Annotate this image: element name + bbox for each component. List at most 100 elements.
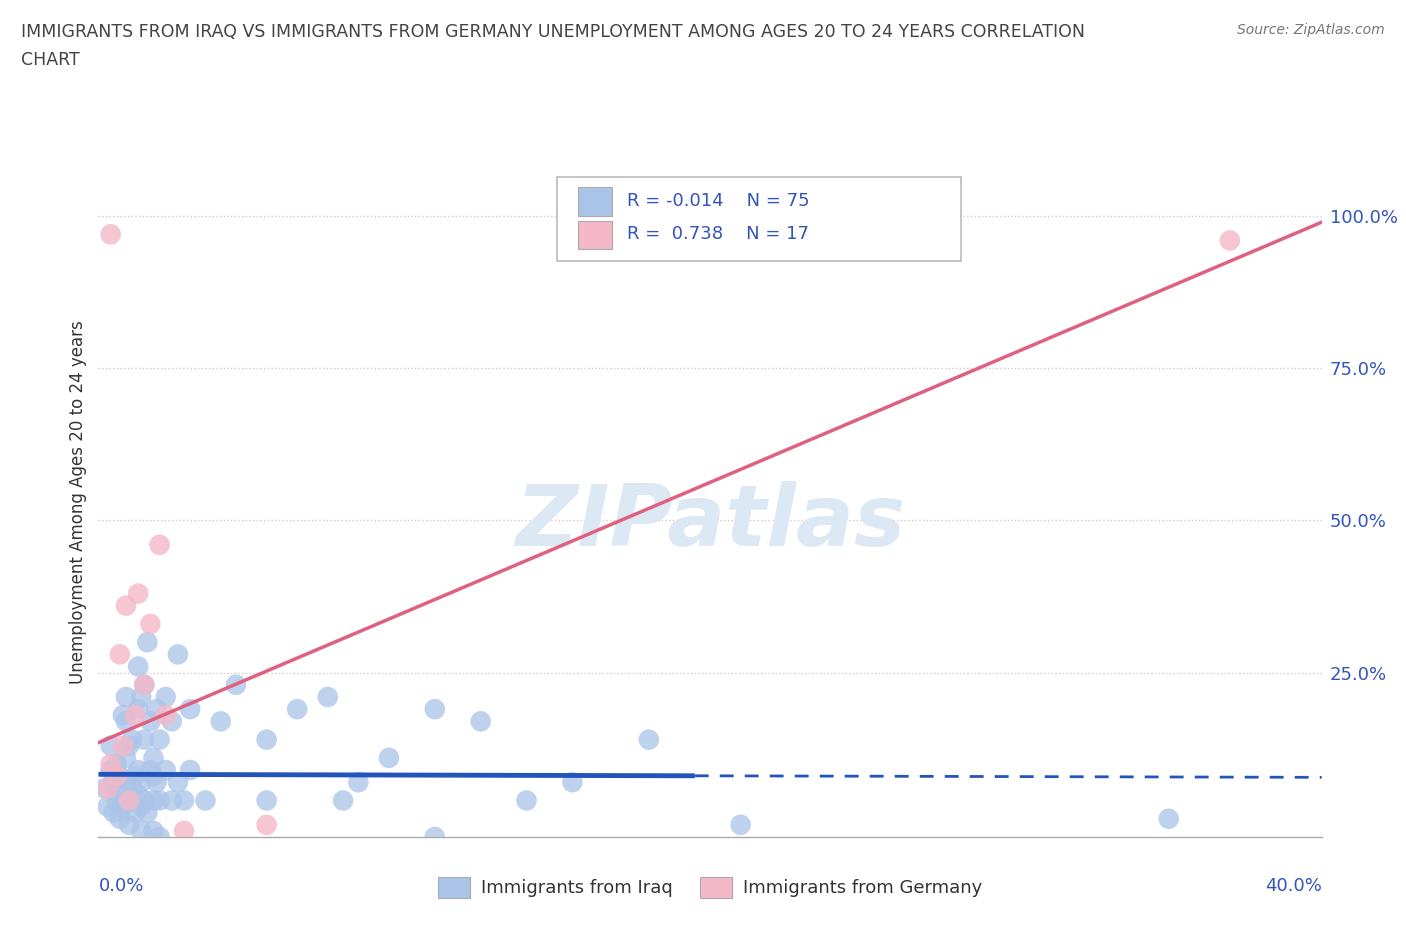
Point: [142, 751, 165, 765]
Point: [561, 775, 583, 790]
Point: [1219, 233, 1241, 248]
Point: [115, 598, 138, 613]
Point: [129, 823, 152, 838]
Point: [127, 763, 149, 777]
Point: [97, 799, 120, 814]
Point: [423, 830, 446, 844]
FancyBboxPatch shape: [578, 221, 612, 249]
Point: [225, 677, 247, 692]
Point: [378, 751, 401, 765]
Point: [118, 817, 141, 832]
Point: [136, 635, 159, 650]
Point: [127, 586, 149, 601]
Point: [124, 805, 146, 820]
FancyBboxPatch shape: [557, 178, 960, 261]
Point: [160, 793, 183, 808]
Point: [167, 775, 190, 790]
Point: [105, 793, 128, 808]
Point: [1157, 811, 1180, 826]
Point: [100, 763, 122, 777]
Point: [730, 817, 752, 832]
Point: [127, 702, 149, 717]
Point: [209, 714, 232, 729]
Point: [256, 732, 278, 747]
Point: [134, 732, 156, 747]
Point: [124, 769, 146, 784]
Point: [285, 702, 308, 717]
Legend: Immigrants from Iraq, Immigrants from Germany: Immigrants from Iraq, Immigrants from Ge…: [430, 870, 990, 905]
Point: [108, 769, 131, 784]
Point: [142, 793, 165, 808]
Point: [160, 714, 183, 729]
Point: [179, 702, 201, 717]
Point: [145, 775, 167, 790]
Point: [97, 781, 120, 796]
Point: [111, 708, 134, 723]
Point: [121, 732, 143, 747]
Point: [105, 769, 128, 784]
Point: [256, 817, 278, 832]
Point: [155, 708, 177, 723]
Point: [139, 763, 162, 777]
Text: IMMIGRANTS FROM IRAQ VS IMMIGRANTS FROM GERMANY UNEMPLOYMENT AMONG AGES 20 TO 24: IMMIGRANTS FROM IRAQ VS IMMIGRANTS FROM …: [21, 23, 1085, 41]
Point: [149, 732, 172, 747]
Point: [139, 617, 162, 631]
Point: [179, 763, 201, 777]
Point: [423, 702, 446, 717]
Point: [134, 793, 156, 808]
Point: [173, 823, 195, 838]
Point: [256, 793, 278, 808]
Point: [111, 799, 134, 814]
Text: R =  0.738    N = 17: R = 0.738 N = 17: [627, 225, 808, 244]
Point: [115, 714, 138, 729]
Point: [316, 689, 339, 704]
Point: [118, 793, 141, 808]
Text: ZIPatlas: ZIPatlas: [515, 481, 905, 564]
Point: [108, 787, 131, 802]
Point: [100, 738, 122, 753]
Point: [118, 775, 141, 790]
Point: [127, 787, 149, 802]
Point: [136, 805, 159, 820]
Point: [129, 799, 152, 814]
Point: [129, 775, 152, 790]
Point: [93, 781, 115, 796]
Point: [347, 775, 370, 790]
Point: [118, 793, 141, 808]
Point: [134, 677, 156, 692]
Point: [115, 689, 138, 704]
Point: [129, 689, 152, 704]
Point: [108, 647, 131, 662]
Point: [108, 811, 131, 826]
Text: CHART: CHART: [21, 51, 80, 69]
Text: Source: ZipAtlas.com: Source: ZipAtlas.com: [1237, 23, 1385, 37]
Text: R = -0.014    N = 75: R = -0.014 N = 75: [627, 192, 810, 210]
Point: [100, 756, 122, 771]
Text: 40.0%: 40.0%: [1265, 877, 1322, 896]
FancyBboxPatch shape: [578, 188, 612, 216]
Point: [103, 775, 125, 790]
Point: [173, 793, 195, 808]
Point: [134, 677, 156, 692]
Point: [149, 830, 172, 844]
Point: [142, 769, 165, 784]
Point: [332, 793, 354, 808]
Point: [124, 708, 146, 723]
Y-axis label: Unemployment Among Ages 20 to 24 years: Unemployment Among Ages 20 to 24 years: [69, 320, 87, 684]
Point: [105, 756, 128, 771]
Point: [149, 793, 172, 808]
Point: [139, 714, 162, 729]
Point: [118, 738, 141, 753]
Point: [155, 763, 177, 777]
Point: [103, 805, 125, 820]
Point: [470, 714, 492, 729]
Point: [167, 647, 190, 662]
Point: [516, 793, 538, 808]
Point: [145, 702, 167, 717]
Point: [115, 751, 138, 765]
Point: [194, 793, 217, 808]
Point: [637, 732, 661, 747]
Point: [142, 823, 165, 838]
Point: [155, 689, 177, 704]
Point: [121, 781, 143, 796]
